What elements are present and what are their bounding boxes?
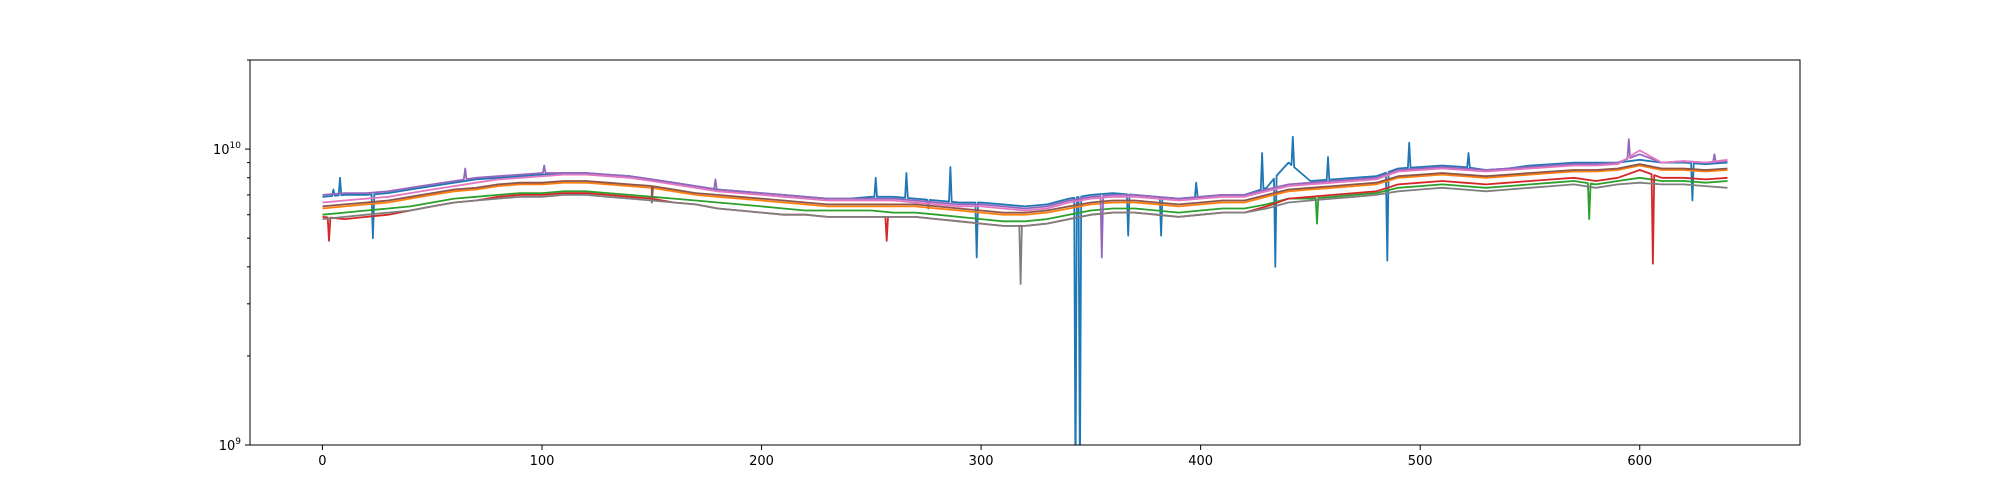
series-layer xyxy=(322,135,1728,445)
x-axis: 0 100 200 300 400 500 600 xyxy=(318,445,1652,469)
series-line-3 xyxy=(322,176,1728,225)
series-line-2 xyxy=(322,164,1728,216)
x-tick-label: 300 xyxy=(969,454,994,469)
x-tick-label: 100 xyxy=(530,454,555,469)
series-line-7 xyxy=(322,149,1728,212)
y-tick-label: 1010 xyxy=(213,141,241,158)
x-tick-label: 200 xyxy=(749,454,774,469)
x-tick-label: 400 xyxy=(1188,454,1213,469)
x-tick-label: 500 xyxy=(1408,454,1433,469)
series-line-5 xyxy=(322,138,1728,259)
x-tick-label: 600 xyxy=(1627,454,1652,469)
y-axis: 109 1010 xyxy=(213,59,250,454)
y-tick-label: 109 xyxy=(219,437,242,454)
x-tick-label: 0 xyxy=(318,454,326,469)
series-line-6 xyxy=(322,163,1728,214)
plot-area xyxy=(322,135,1728,445)
axes-frame xyxy=(249,59,1801,446)
series-line-8 xyxy=(322,181,1728,285)
